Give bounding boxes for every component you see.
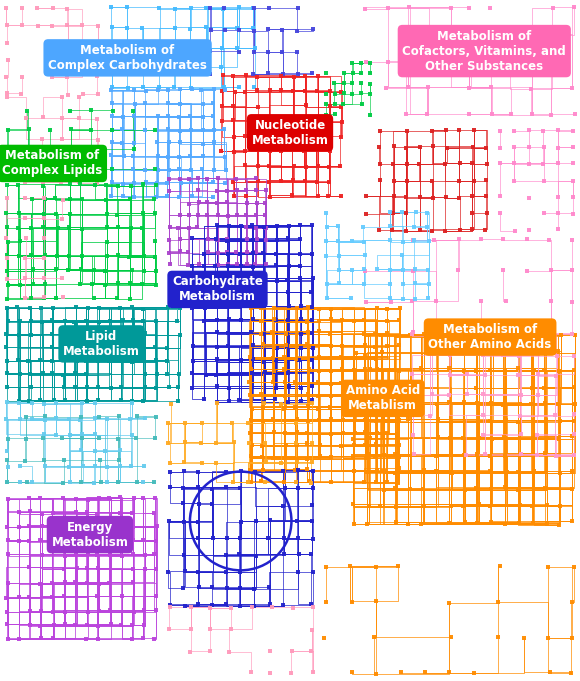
Text: Nucleotide
Metabolism: Nucleotide Metabolism bbox=[252, 118, 328, 147]
Text: Metabolism of
Cofactors, Vitamins, and
Other Substances: Metabolism of Cofactors, Vitamins, and O… bbox=[403, 29, 566, 73]
Text: Amino Acid
Metablism: Amino Acid Metablism bbox=[346, 384, 420, 413]
Text: Lipid
Metabolism: Lipid Metabolism bbox=[63, 330, 140, 358]
Text: Metabolism of
Other Amino Acids: Metabolism of Other Amino Acids bbox=[429, 323, 552, 351]
Text: Metabolism of
Complex Lipids: Metabolism of Complex Lipids bbox=[2, 149, 102, 178]
Text: Carbohydrate
Metabolism: Carbohydrate Metabolism bbox=[172, 275, 263, 304]
Text: Metabolism of
Complex Carbohydrates: Metabolism of Complex Carbohydrates bbox=[48, 44, 207, 72]
Text: Energy
Metabolism: Energy Metabolism bbox=[52, 520, 128, 549]
